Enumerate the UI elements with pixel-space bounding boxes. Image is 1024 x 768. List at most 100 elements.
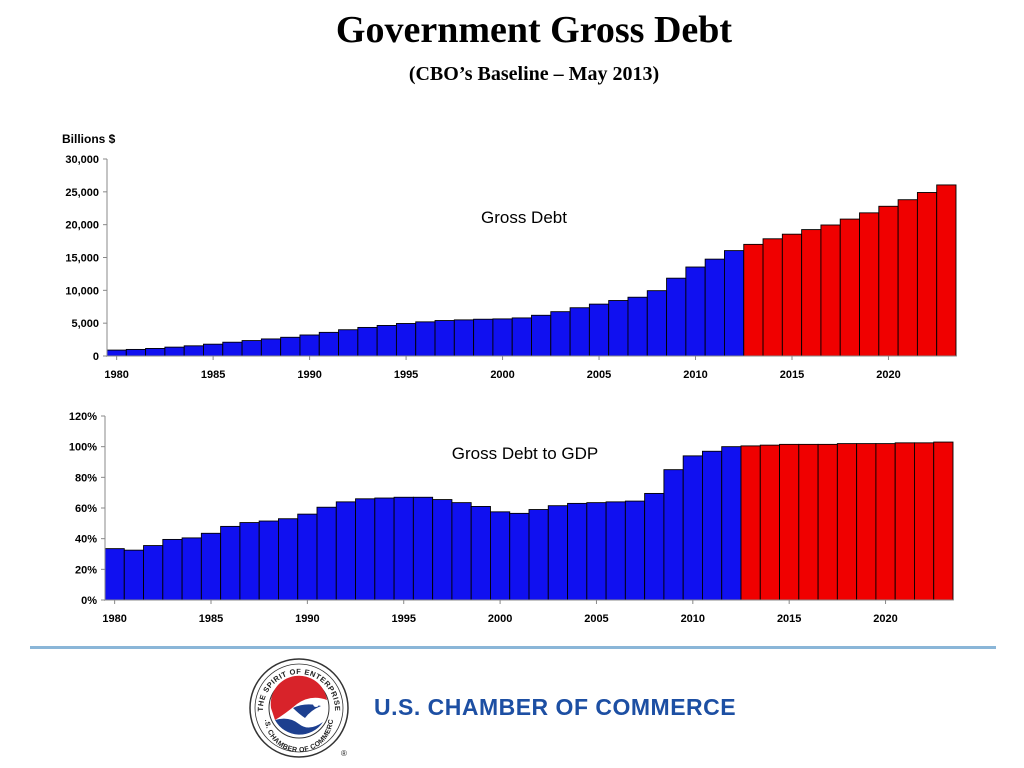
actual-bar-1980 xyxy=(106,349,127,357)
actual-bar-1999 xyxy=(470,506,491,601)
actual-bar-2005 xyxy=(586,502,607,601)
actual-bar-2002 xyxy=(528,509,549,601)
actual-bar-2009 xyxy=(663,469,684,601)
x-tick-label: 2015 xyxy=(777,613,801,625)
footer-divider xyxy=(30,646,996,649)
y-tick-label: 20,000 xyxy=(65,220,99,232)
actual-bar-1993 xyxy=(355,498,376,601)
projected-bar-2016 xyxy=(798,443,819,601)
y-tick-label: 25,000 xyxy=(65,187,99,199)
gross-debt-to-gdp-chart: Gross Debt to GDP 0% 20% 40% 60% 80% 100% 120%… xyxy=(69,411,954,625)
actual-bar-2004 xyxy=(567,502,588,601)
projected-bar-2015 xyxy=(779,443,800,601)
actual-bar-1984 xyxy=(183,345,204,357)
y-tick-label: 60% xyxy=(75,503,97,515)
projected-bar-2016 xyxy=(801,229,822,357)
x-tick-label: 1990 xyxy=(295,613,319,625)
actual-bar-1981 xyxy=(123,549,144,601)
y-tick-label: 30,000 xyxy=(65,154,99,166)
projected-bar-2019 xyxy=(859,212,880,357)
y-tick-label: 5,000 xyxy=(71,318,99,330)
x-tick-label: 2005 xyxy=(587,369,611,381)
actual-bar-2010 xyxy=(685,266,706,357)
projected-bar-2017 xyxy=(817,443,838,601)
projected-bar-2013 xyxy=(740,445,761,601)
actual-bar-1981 xyxy=(125,348,147,357)
actual-bar-1993 xyxy=(357,326,378,357)
projected-bar-2018 xyxy=(836,443,858,601)
x-tick-label: 1990 xyxy=(297,369,321,381)
x-tick-label: 2005 xyxy=(584,613,608,625)
actual-bar-1989 xyxy=(280,336,301,357)
y-tick-label: 100% xyxy=(69,442,97,454)
actual-bar-1982 xyxy=(143,545,164,601)
x-tick-label: 1985 xyxy=(199,613,223,625)
actual-bar-1984 xyxy=(181,537,202,601)
actual-bar-1987 xyxy=(239,522,260,601)
x-tick-label: 2020 xyxy=(873,613,897,625)
chamber-seal-logo: THE SPIRIT OF ENTERPRISE U.S. CHAMBER OF… xyxy=(245,658,349,758)
actual-bar-2006 xyxy=(608,300,629,357)
projected-bar-2015 xyxy=(781,233,803,357)
x-tick-label: 2010 xyxy=(683,369,707,381)
actual-bar-1986 xyxy=(222,341,243,357)
y-tick-label: 15,000 xyxy=(65,253,99,265)
actual-bar-2001 xyxy=(509,512,530,601)
actual-bar-1995 xyxy=(393,496,414,601)
projected-bar-2022 xyxy=(916,192,938,357)
actual-bar-2005 xyxy=(588,303,610,357)
actual-bar-1996 xyxy=(415,321,436,357)
actual-bar-2006 xyxy=(605,501,626,601)
projected-bar-2019 xyxy=(856,443,877,601)
actual-bar-1991 xyxy=(316,506,337,601)
x-tick-label: 1995 xyxy=(391,613,415,625)
page-subtitle: (CBO’s Baseline – May 2013) xyxy=(408,63,660,85)
actual-bar-1988 xyxy=(258,520,279,601)
organization-name: U.S. CHAMBER OF COMMERCE xyxy=(374,694,737,720)
actual-bar-1996 xyxy=(412,496,434,601)
x-tick-label: 2015 xyxy=(780,369,804,381)
actual-bar-1983 xyxy=(162,538,183,601)
actual-bar-2011 xyxy=(702,450,723,601)
actual-bar-1990 xyxy=(299,334,320,357)
actual-bar-2007 xyxy=(624,500,646,601)
y-tick-label: 40% xyxy=(75,534,97,546)
actual-bar-1986 xyxy=(220,525,241,601)
projected-bar-2014 xyxy=(762,238,783,357)
actual-bar-1997 xyxy=(434,320,455,357)
actual-bar-1998 xyxy=(451,502,472,601)
actual-bar-1989 xyxy=(278,518,299,601)
actual-bar-2007 xyxy=(627,296,648,357)
actual-bar-1983 xyxy=(164,346,185,357)
projected-bar-2013 xyxy=(743,243,764,357)
actual-bar-2012 xyxy=(721,446,742,601)
actual-bar-1991 xyxy=(318,331,339,357)
actual-bar-1985 xyxy=(203,343,224,357)
projected-bar-2020 xyxy=(878,205,899,357)
y-tick-label: 20% xyxy=(75,564,97,576)
actual-bar-1988 xyxy=(260,338,282,357)
projected-bar-2021 xyxy=(894,442,915,601)
projected-bar-2021 xyxy=(897,199,918,357)
x-tick-label: 1980 xyxy=(102,613,126,625)
actual-bar-1985 xyxy=(200,532,222,601)
actual-bar-2001 xyxy=(511,317,532,357)
actual-bar-2003 xyxy=(550,311,571,357)
projected-bar-2018 xyxy=(839,218,860,357)
y-tick-label: 80% xyxy=(75,472,97,484)
actual-bar-1980 xyxy=(104,548,125,601)
actual-bar-2000 xyxy=(490,511,511,601)
y-tick-label: 10,000 xyxy=(65,285,99,297)
actual-bar-1982 xyxy=(145,347,166,357)
actual-bar-2009 xyxy=(666,277,687,357)
actual-bar-2011 xyxy=(704,258,725,357)
actual-bar-1994 xyxy=(374,497,395,601)
projected-bar-2020 xyxy=(875,443,896,601)
actual-bar-1990 xyxy=(297,513,318,601)
y-axis-label: Billions $ xyxy=(62,132,116,146)
chart-title: Gross Debt xyxy=(481,208,567,227)
x-tick-label: 1980 xyxy=(104,369,128,381)
gross-debt-chart: Billions $ Gross Debt 0 5,000 10,000 15,000… xyxy=(62,132,957,381)
x-tick-label: 1985 xyxy=(201,369,225,381)
x-tick-label: 1995 xyxy=(394,369,418,381)
